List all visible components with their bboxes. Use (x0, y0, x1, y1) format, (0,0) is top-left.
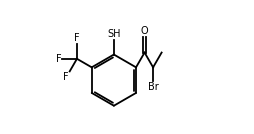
Text: Br: Br (148, 82, 158, 92)
Text: F: F (74, 33, 80, 43)
Text: F: F (56, 54, 61, 64)
Text: O: O (141, 26, 148, 36)
Text: SH: SH (107, 29, 121, 39)
Text: F: F (63, 72, 69, 82)
